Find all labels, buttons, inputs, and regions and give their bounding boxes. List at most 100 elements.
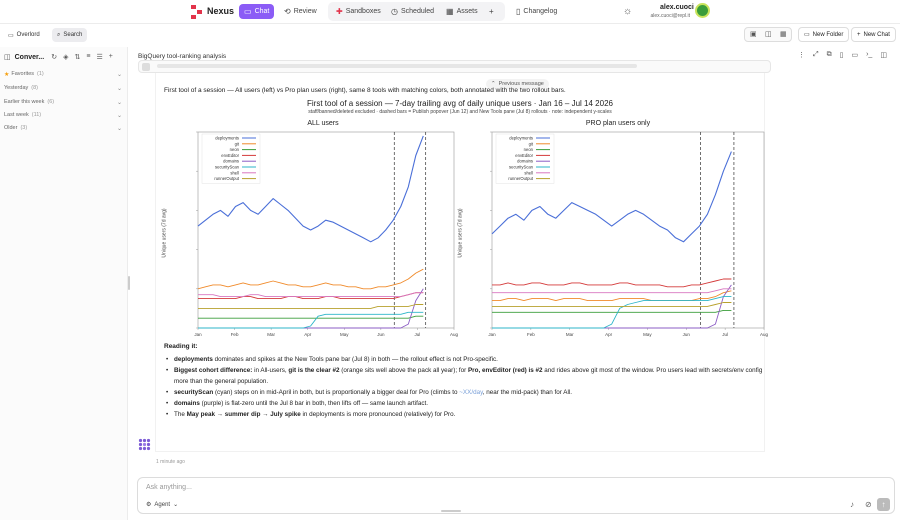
- nexus-logo-icon: [191, 5, 202, 19]
- chevron-down-icon: ⌄: [116, 99, 122, 106]
- x-tick-label: Feb: [527, 332, 535, 337]
- list-icon[interactable]: ☰: [96, 54, 103, 61]
- nav-scheduled[interactable]: ◷ Scheduled: [386, 4, 439, 19]
- legend-label: shell: [230, 170, 239, 175]
- bullet-bold: May peak → summer dip → July spike: [186, 411, 301, 418]
- chevron-down-icon: ⌄: [173, 502, 179, 508]
- x-tick-label: Aug: [760, 332, 768, 337]
- top-bar: Nexus ▭ Chat ⟲ Review ✚ Sandboxes ◷ Sche…: [0, 0, 900, 24]
- x-tick-label: Aug: [450, 332, 458, 337]
- section-count: (8): [31, 85, 38, 91]
- more-icon[interactable]: ⋮: [798, 52, 805, 59]
- bullet-text: in deployments is more pronounced (relat…: [300, 411, 456, 418]
- section-count: (11): [31, 112, 42, 118]
- legend-label: domains: [517, 159, 533, 164]
- legend-label: domains: [223, 159, 239, 164]
- nav-chat[interactable]: ▭ Chat: [239, 4, 275, 19]
- layout-single-icon[interactable]: ▣: [750, 31, 757, 38]
- series-line-neon: [492, 309, 732, 313]
- layout-split-icon[interactable]: ◫: [765, 31, 772, 38]
- x-tick-label: Mar: [566, 332, 574, 337]
- book-icon: ▯: [516, 6, 521, 16]
- user-name: alex.cuoci: [660, 4, 694, 11]
- attach-icon[interactable]: ⊘: [865, 500, 872, 509]
- sidebar: ◫ Conver... ↻ ◈ ⇅ ≡ ☰ + ★ Favorites (1) …: [0, 47, 128, 520]
- sidebar-section-older[interactable]: Older (3) ⌄: [4, 122, 124, 134]
- file-icon[interactable]: ▯: [839, 52, 844, 59]
- sidebar-resize-handle[interactable]: [128, 276, 130, 290]
- folder-icon: ▭: [804, 32, 810, 38]
- review-icon: ⟲: [284, 6, 291, 16]
- series-line-runnerOutput: [198, 304, 424, 309]
- legend-box: [495, 133, 555, 184]
- panel-title-pro: PRO plan users only: [585, 120, 651, 127]
- sidebar-header: ◫ Conver... ↻ ◈ ⇅ ≡ ☰ +: [4, 51, 124, 63]
- sidebar-section-yesterday[interactable]: Yesterday (8) ⌄: [4, 82, 124, 94]
- truncated-message-text: [157, 64, 637, 68]
- nav-scheduled-label: Scheduled: [400, 8, 435, 15]
- overlord-button[interactable]: ▭ Overlord: [3, 28, 45, 42]
- nav-review[interactable]: ⟲ Review: [279, 4, 322, 19]
- sidebar-section-last-week[interactable]: Last week (11) ⌄: [4, 109, 124, 121]
- nav-sandboxes[interactable]: ✚ Sandboxes: [331, 4, 386, 19]
- sidebar-section-earlier[interactable]: Earlier this week (6) ⌄: [4, 96, 124, 108]
- add-icon[interactable]: +: [108, 53, 113, 60]
- series-line-deployments: [491, 151, 732, 243]
- user-email: alex.cuoci@repl.it: [650, 13, 690, 19]
- chat-composer[interactable]: Ask anything... ⚙ Agent ⌄ ♪ ⊘ ↑: [137, 477, 895, 514]
- terminal-icon[interactable]: ›_: [866, 51, 873, 58]
- section-label: Earlier this week: [4, 99, 45, 105]
- new-chat-button[interactable]: + New Chat: [851, 27, 896, 42]
- layout-grid-icon[interactable]: ▦: [780, 31, 787, 38]
- x-tick-label: Jun: [377, 332, 385, 337]
- expand-icon[interactable]: ⤢: [813, 51, 819, 58]
- bullet-text: (purple) is flat-zero until the Jul 8 ba…: [199, 400, 428, 407]
- nav-review-label: Review: [293, 8, 317, 15]
- refresh-icon[interactable]: ↻: [51, 54, 58, 61]
- legend-label: envEditor: [221, 153, 239, 158]
- nav-chat-label: Chat: [254, 8, 270, 15]
- legend-label: git: [235, 141, 240, 146]
- composer-resize-handle[interactable]: [441, 510, 461, 512]
- send-button[interactable]: ↑: [877, 498, 890, 511]
- chart-subtitle: staff/banned/deleted excluded · dashed b…: [308, 109, 612, 115]
- secondary-toolbar: ▭ Overlord ⌕ Search: [0, 25, 900, 45]
- list-item: securityScan (cyan) steps on in mid-Apri…: [164, 387, 764, 398]
- filter-icon[interactable]: ≡: [86, 53, 91, 60]
- message-lead: First tool of a session — All users (lef…: [164, 87, 566, 94]
- x-tick-label: May: [643, 332, 652, 337]
- theme-toggle-icon[interactable]: ☼: [623, 6, 633, 17]
- nav-sandboxes-label: Sandboxes: [345, 8, 381, 15]
- list-item: domains (purple) is flat-zero until the …: [164, 398, 764, 409]
- previous-message-stub: [138, 60, 771, 73]
- agent-mode-select[interactable]: ⚙ Agent ⌄: [146, 501, 179, 509]
- previous-message-button[interactable]: ⌃ Previous message: [486, 79, 549, 89]
- microphone-icon[interactable]: ♪: [850, 500, 854, 509]
- legend-label: securityScan: [509, 165, 534, 170]
- nav-assets[interactable]: ▦ Assets: [441, 4, 483, 19]
- section-count: (6): [47, 99, 55, 105]
- add-tab-button[interactable]: +: [484, 4, 499, 19]
- plus-icon: +: [857, 31, 861, 38]
- copy-icon[interactable]: ⧉: [826, 51, 832, 58]
- composer-input[interactable]: Ask anything...: [146, 484, 192, 491]
- bullet-bold: git is the clear #2: [288, 367, 340, 374]
- series-line-securityScan: [198, 311, 424, 329]
- bullet-link[interactable]: ~XX/day: [459, 389, 483, 396]
- sort-icon[interactable]: ⇅: [74, 54, 81, 61]
- section-count: (3): [20, 125, 28, 131]
- layers-icon[interactable]: ◈: [63, 54, 69, 61]
- sidebar-toggle-icon[interactable]: ◫: [4, 54, 11, 61]
- search-button[interactable]: ⌕ Search: [52, 28, 88, 42]
- sidebar-section-favorites[interactable]: ★ Favorites (1) ⌄: [4, 68, 124, 80]
- brand-name[interactable]: Nexus: [207, 6, 235, 16]
- new-folder-button[interactable]: ▭ New Folder: [798, 27, 850, 42]
- plus-icon: +: [489, 6, 494, 16]
- folder-icon[interactable]: ▭: [851, 52, 859, 59]
- nav-changelog[interactable]: ▯ Changelog: [511, 4, 562, 19]
- avatar[interactable]: [695, 3, 710, 18]
- legend-label: runnerOutput: [214, 176, 240, 181]
- panel-icon[interactable]: ◫: [880, 52, 887, 59]
- legend-label: deployments: [215, 136, 239, 141]
- section-count: (1): [37, 71, 44, 77]
